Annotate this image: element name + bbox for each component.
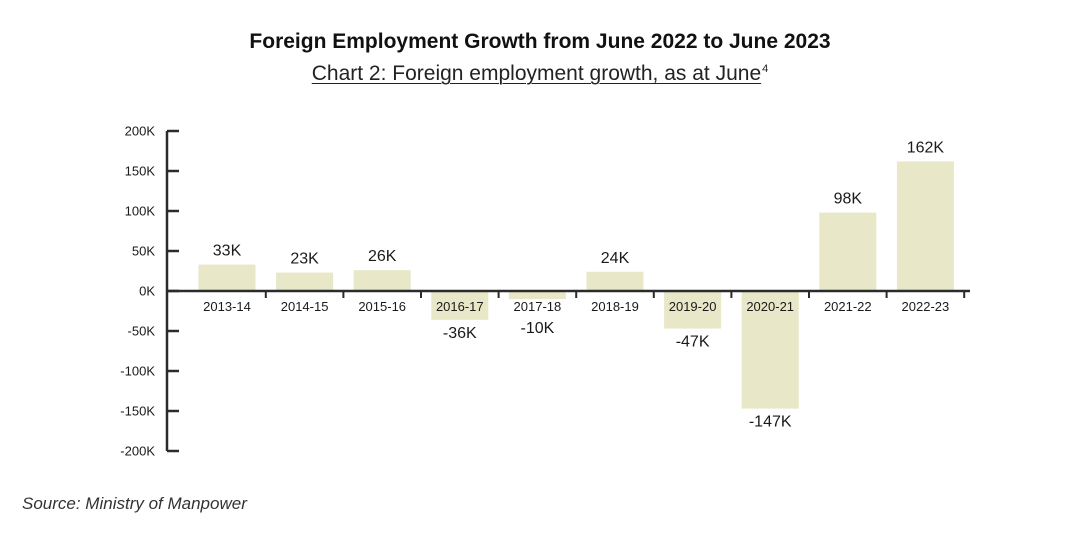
bar-2018-19 xyxy=(586,271,644,291)
x-tick-label-2014-15: 2014-15 xyxy=(281,299,329,314)
x-tick-label-2018-19: 2018-19 xyxy=(591,299,639,314)
chart-title: Foreign Employment Growth from June 2022… xyxy=(249,30,831,53)
x-tick-label-2015-16: 2015-16 xyxy=(358,299,406,314)
data-label-2015-16: 26K xyxy=(368,248,397,265)
data-label-2018-19: 24K xyxy=(601,250,630,267)
x-tick-label-2021-22: 2021-22 xyxy=(824,299,872,314)
bar-2014-15 xyxy=(276,272,334,291)
source-note: Source: Ministry of Manpower xyxy=(22,494,247,513)
y-tick-label: 0K xyxy=(139,284,155,299)
data-label-2014-15: 23K xyxy=(290,251,319,268)
bar-2015-16 xyxy=(353,270,411,291)
bar-2016-17 xyxy=(431,291,489,320)
chart-subtitle: Chart 2: Foreign employment growth, as a… xyxy=(0,62,1080,86)
x-tick-label-2020-21: 2020-21 xyxy=(746,299,794,314)
data-label-2013-14: 33K xyxy=(213,243,242,260)
data-label-2021-22: 98K xyxy=(834,191,863,208)
y-tick-label: -200K xyxy=(120,444,155,459)
bar-2017-18 xyxy=(508,291,566,299)
data-label-2020-21: -147K xyxy=(749,414,792,431)
data-label-2016-17: -36K xyxy=(443,325,477,342)
x-tick-label-2019-20: 2019-20 xyxy=(669,299,717,314)
bar-2021-22 xyxy=(819,212,877,291)
data-label-2022-23: 162K xyxy=(907,139,945,156)
bar-2022-23 xyxy=(896,161,954,291)
y-tick-label: -150K xyxy=(120,404,155,419)
y-tick-label: 100K xyxy=(125,204,156,219)
x-tick-label-2013-14: 2013-14 xyxy=(203,299,251,314)
bar-2013-14 xyxy=(198,264,256,291)
data-label-2019-20: -47K xyxy=(676,334,710,351)
bar-2020-21 xyxy=(741,291,799,409)
x-tick-label-2022-23: 2022-23 xyxy=(902,299,950,314)
chart-subtitle-text: Chart 2: Foreign employment growth, as a… xyxy=(311,62,762,85)
y-tick-label: 200K xyxy=(125,124,156,139)
y-tick-label: 50K xyxy=(132,244,155,259)
y-tick-label: 150K xyxy=(125,164,156,179)
subtitle-footnote-marker: 4 xyxy=(762,63,769,75)
data-label-2017-18: -10K xyxy=(521,320,555,337)
bar-2019-20 xyxy=(664,291,722,329)
x-tick-label-2016-17: 2016-17 xyxy=(436,299,484,314)
x-tick-label-2017-18: 2017-18 xyxy=(514,299,562,314)
y-tick-label: -100K xyxy=(120,364,155,379)
y-tick-label: -50K xyxy=(128,324,156,339)
